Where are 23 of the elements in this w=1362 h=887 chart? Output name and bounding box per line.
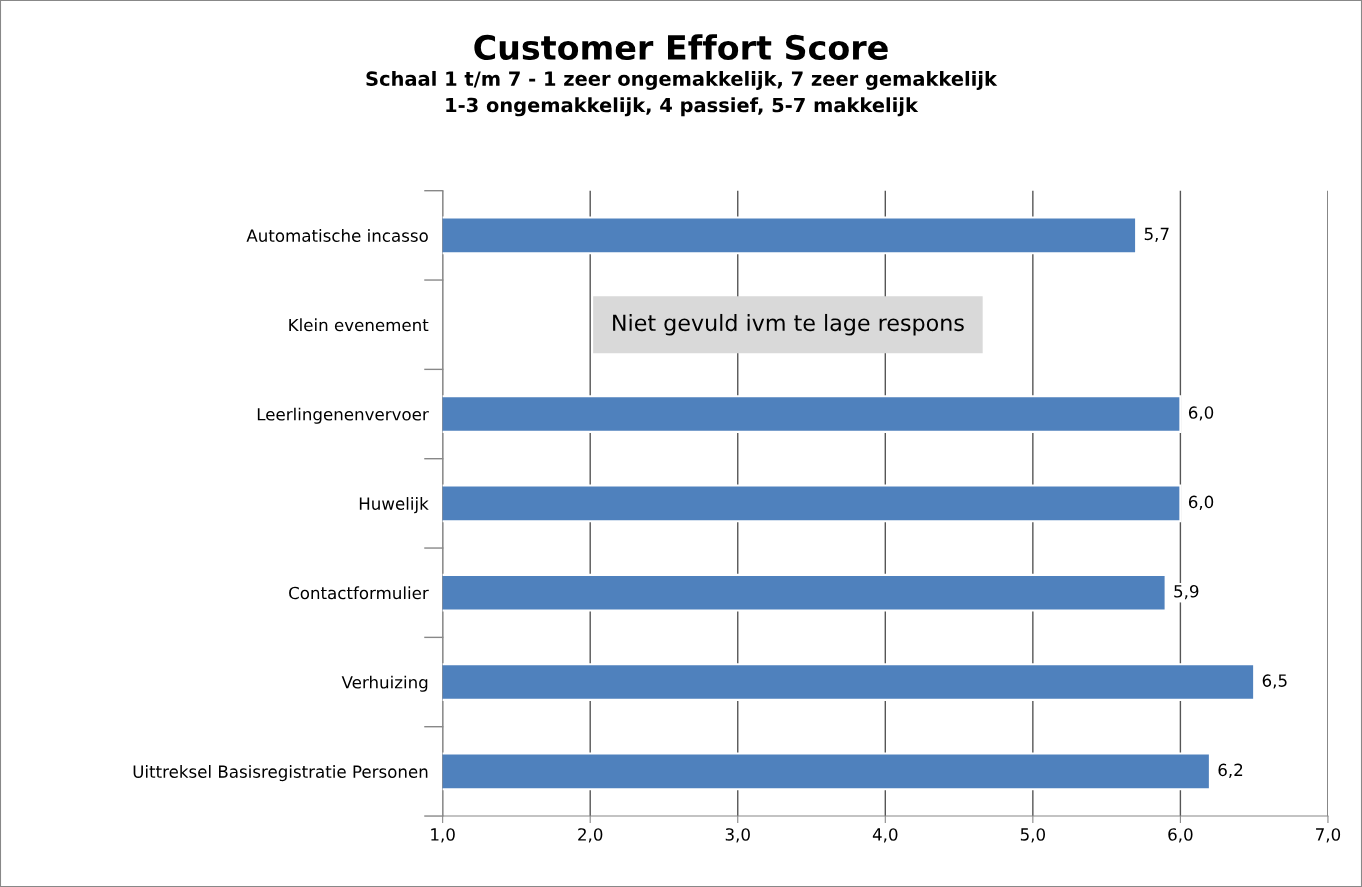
data-label: 6,0 (1188, 495, 1214, 510)
x-tick-label: 3,0 (725, 828, 750, 843)
chart-subtitle: Schaal 1 t/m 7 - 1 zeer ongemakkelijk, 7 zeer gemakkelijk 1-3 ongemakkelijk, 4 passief, 5-7 makkelijk (366, 70, 998, 117)
y-tick-label: Klein evenement (289, 318, 429, 332)
x-tick-label: 5,0 (1020, 828, 1045, 843)
y-tick-label: Verhuizing (341, 675, 428, 692)
data-label: 5,7 (1144, 227, 1169, 242)
x-tick-label: 6,0 (1168, 828, 1193, 843)
x-tick-label: 7,0 (1316, 828, 1341, 843)
y-tick-label: Huwelijk (359, 497, 429, 514)
y-tick-label: Automatische incasso (246, 229, 428, 242)
data-label: 6,5 (1262, 674, 1287, 689)
data-label: 6,0 (1188, 406, 1214, 421)
data-label: 5,9 (1174, 584, 1199, 600)
x-tick-label: 1,0 (431, 828, 455, 843)
y-tick-label: Uittreksel Basisregistratie Personen (133, 765, 428, 782)
y-tick-label: Leerlingenenvervoer (257, 407, 429, 424)
y-tick-label: Contactformulier (289, 586, 429, 600)
annotation: Niet gevuld ivm te lage respons (613, 313, 964, 336)
x-tick-label: 4,0 (872, 828, 898, 843)
chart-title: Customer Effort Score (474, 34, 888, 61)
data-label: 6,2 (1218, 763, 1243, 778)
x-tick-label: 2,0 (578, 828, 603, 843)
